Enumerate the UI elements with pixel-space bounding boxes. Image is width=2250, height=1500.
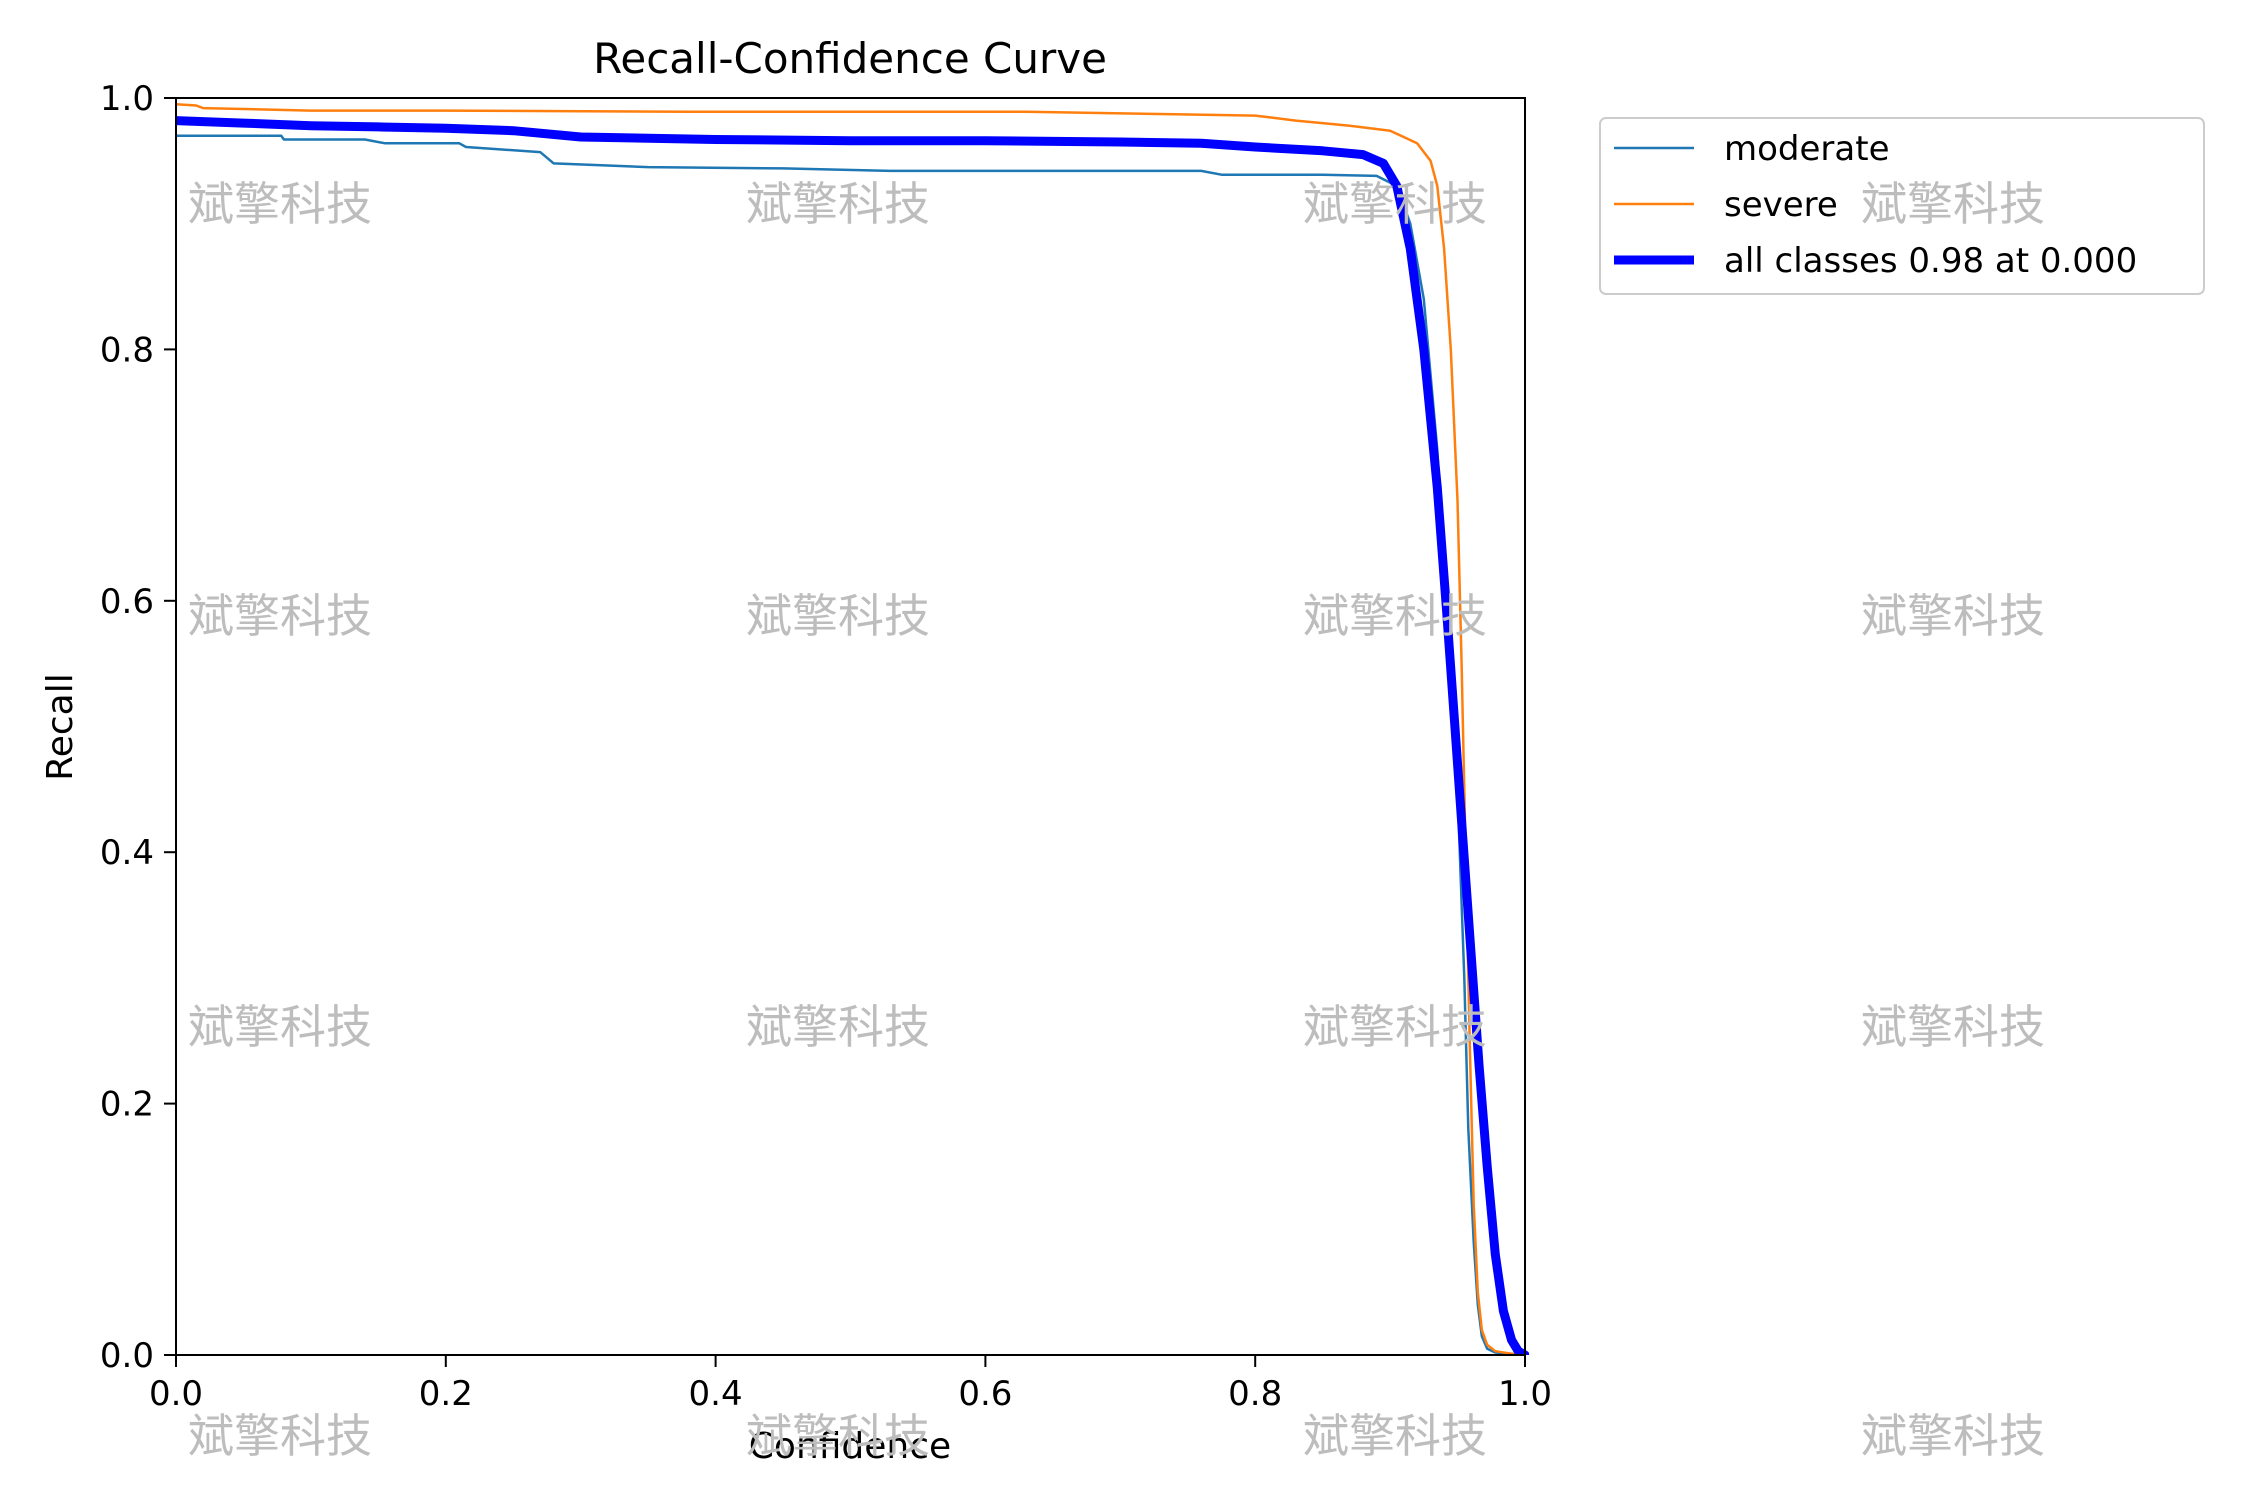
y-tick-label: 0.4 bbox=[100, 833, 154, 873]
watermark-text: 斌擎科技 bbox=[1303, 177, 1487, 231]
watermark-text: 斌擎科技 bbox=[1303, 1409, 1487, 1463]
x-axis-label: Confidence bbox=[749, 1426, 951, 1467]
watermark-text: 斌擎科技 bbox=[1861, 1000, 2045, 1054]
plot-frame bbox=[175, 97, 1526, 1356]
legend: moderate severe all classes 0.98 at 0.000 bbox=[1599, 117, 2205, 295]
watermark-text: 斌擎科技 bbox=[188, 1409, 372, 1463]
legend-box bbox=[1599, 117, 2205, 295]
x-tick-label: 0.8 bbox=[1228, 1374, 1282, 1414]
watermark-text: 斌擎科技 bbox=[746, 1409, 930, 1463]
x-tick-label: 0.2 bbox=[419, 1374, 473, 1414]
x-tick-label: 1.0 bbox=[1498, 1374, 1552, 1414]
watermark-text: 斌擎科技 bbox=[746, 589, 930, 643]
y-tick-label: 1.0 bbox=[100, 79, 154, 119]
legend-label: all classes 0.98 at 0.000 bbox=[1724, 241, 2137, 281]
watermark-text: 斌擎科技 bbox=[188, 589, 372, 643]
series-line-2 bbox=[176, 103, 1527, 1355]
watermark-text: 斌擎科技 bbox=[746, 177, 930, 231]
watermark-text: 斌擎科技 bbox=[188, 1000, 372, 1054]
y-tick-label: 0.8 bbox=[100, 330, 154, 370]
chart-title: Recall-Confidence Curve bbox=[593, 34, 1107, 83]
y-axis-label: Recall bbox=[40, 673, 81, 780]
y-axis: 0.0 0.2 0.4 0.6 0.8 1.0 bbox=[100, 79, 176, 1376]
x-tick-label: 0.4 bbox=[689, 1374, 743, 1414]
y-tick-label: 0.0 bbox=[100, 1336, 154, 1376]
watermark-text: 斌擎科技 bbox=[1861, 177, 2045, 231]
series-line-3 bbox=[176, 116, 1529, 1355]
legend-label: moderate bbox=[1724, 129, 1889, 169]
x-tick-label: 0.0 bbox=[149, 1374, 203, 1414]
y-tick-label: 0.2 bbox=[100, 1085, 154, 1125]
watermark-text: 斌擎科技 bbox=[188, 177, 372, 231]
watermark-text: 斌擎科技 bbox=[1303, 589, 1487, 643]
watermark-text: 斌擎科技 bbox=[746, 1000, 930, 1054]
legend-label: severe bbox=[1724, 185, 1838, 225]
x-axis: 0.0 0.2 0.4 0.6 0.8 1.0 bbox=[149, 1355, 1552, 1414]
watermark-text: 斌擎科技 bbox=[1303, 1000, 1487, 1054]
x-tick-label: 0.6 bbox=[958, 1374, 1012, 1414]
watermark-text: 斌擎科技 bbox=[1861, 589, 2045, 643]
series-layer bbox=[176, 103, 1529, 1355]
y-tick-label: 0.6 bbox=[100, 582, 154, 622]
watermark-text: 斌擎科技 bbox=[1861, 1409, 2045, 1463]
